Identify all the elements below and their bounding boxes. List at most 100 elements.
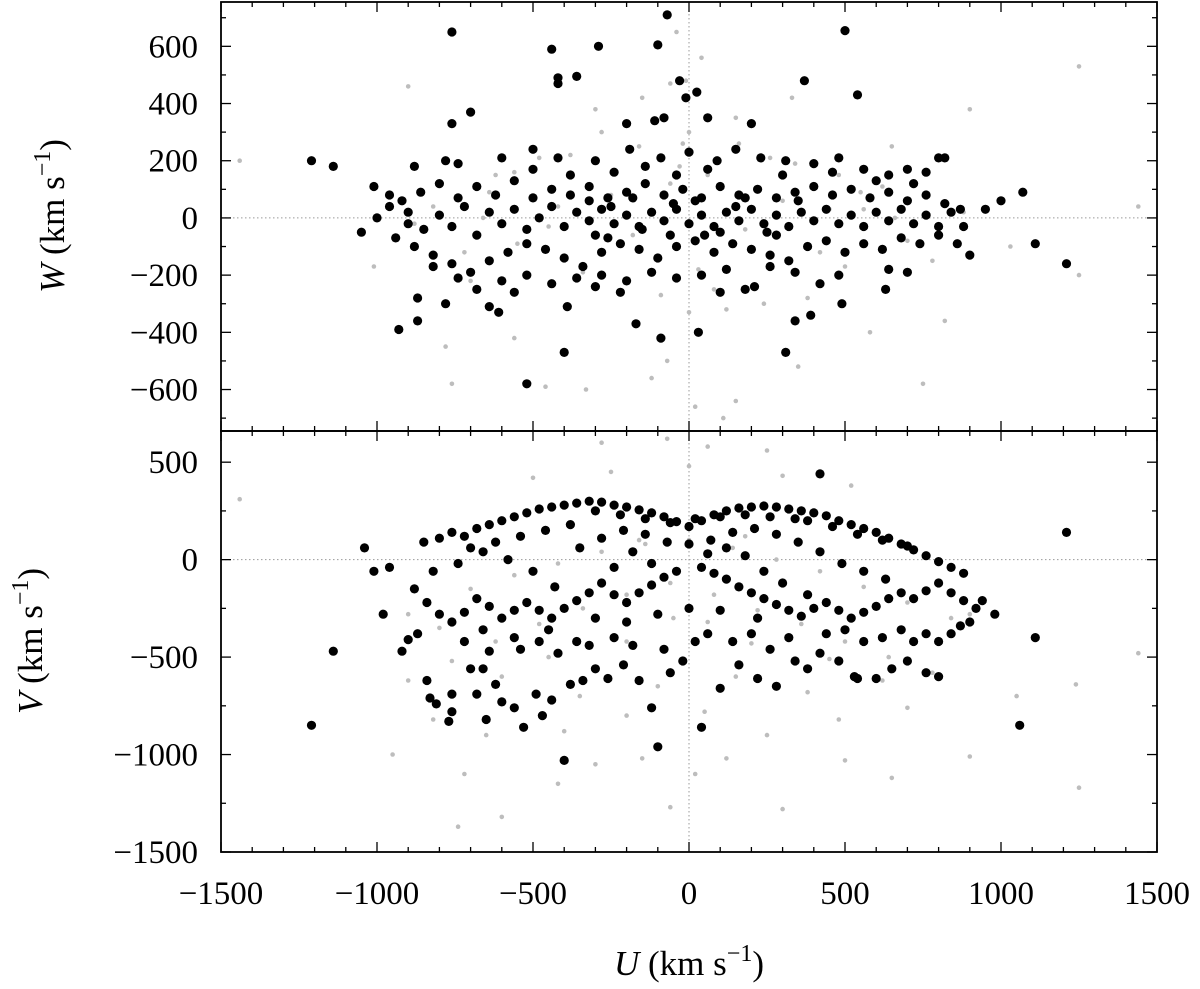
grey-point [686,463,692,469]
bottom-scatter-points [237,436,1141,829]
black-point [509,605,519,615]
x-tick-label: −1500 [179,876,264,912]
black-point [609,500,619,510]
black-point [809,216,819,226]
y-tick-label: 400 [149,87,199,123]
grey-point [699,55,704,61]
black-point [675,76,685,86]
black-point [497,219,507,229]
black-point [790,514,800,524]
black-point [696,722,707,732]
black-point [746,119,757,129]
grey-point [543,384,548,390]
grey-point [780,806,785,812]
black-point [478,547,488,557]
black-point [746,629,757,639]
grey-point [861,207,866,212]
black-point [865,193,875,203]
black-point [403,219,413,229]
black-point [606,201,616,212]
black-point [459,607,469,617]
black-point [921,551,931,561]
black-point [547,613,557,623]
black-point [484,520,494,530]
black-point [703,629,713,639]
black-point [887,664,897,674]
black-point [640,161,650,171]
black-point [771,193,782,203]
black-point [537,711,548,721]
black-point [715,512,725,522]
grey-point [920,381,926,387]
grey-point [668,804,673,810]
black-point [778,578,788,588]
black-point [618,660,629,670]
black-point [796,506,806,516]
black-point [472,523,482,534]
black-point [840,247,850,257]
black-point [540,244,551,254]
black-point [528,566,538,576]
black-point [731,144,741,154]
black-point [565,679,576,690]
black-point [372,213,382,223]
black-point [765,644,775,654]
x-tick-label: −500 [499,876,567,912]
grey-point [455,824,461,829]
black-point [909,219,919,229]
top-panel-w-vs-u: 600 400 200 0 −200 −400 −600 W (km s−1) [30,1,1158,432]
black-point [662,537,672,547]
black-point [902,267,913,277]
black-point [572,273,582,283]
black-point [553,153,563,163]
black-point [668,199,679,209]
black-point [590,282,601,292]
grey-point [780,198,785,204]
grey-point [487,189,492,195]
grey-point [546,654,551,660]
black-point [753,613,763,623]
black-point [497,276,507,286]
grey-point [858,189,863,195]
black-point [959,221,969,232]
black-point [671,566,682,576]
black-point [434,210,444,220]
grey-point [836,717,842,722]
black-point [384,562,395,573]
black-point [840,26,850,36]
black-point [419,224,429,234]
black-point [656,333,666,343]
black-point [746,588,757,598]
black-point [515,644,526,654]
black-point [559,603,569,614]
black-point [447,689,457,699]
grey-point [724,756,729,761]
black-point [821,204,831,214]
black-point [871,673,881,684]
black-point [434,533,444,543]
grey-point [512,572,517,578]
black-point [466,664,476,674]
black-point [625,144,635,154]
black-point [746,204,757,214]
black-point [422,597,432,608]
black-point [447,27,457,37]
black-point [597,533,607,543]
black-point [740,284,750,294]
black-point [859,523,869,534]
black-point [609,633,619,643]
grey-point [749,641,754,646]
black-point [547,44,557,54]
black-point [622,502,632,512]
black-point [827,167,838,177]
y-tick-label: 0 [182,201,199,237]
black-point [690,514,700,524]
black-point [590,613,601,623]
black-point [597,204,607,214]
black-point [771,599,782,610]
black-point [640,529,650,539]
black-point [597,270,607,280]
y-tick-label: 600 [149,29,199,65]
black-point [709,247,719,257]
